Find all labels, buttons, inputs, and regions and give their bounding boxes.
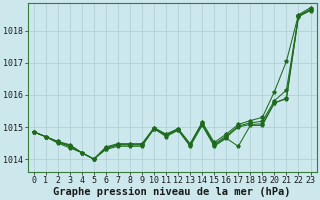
X-axis label: Graphe pression niveau de la mer (hPa): Graphe pression niveau de la mer (hPa) xyxy=(53,186,291,197)
